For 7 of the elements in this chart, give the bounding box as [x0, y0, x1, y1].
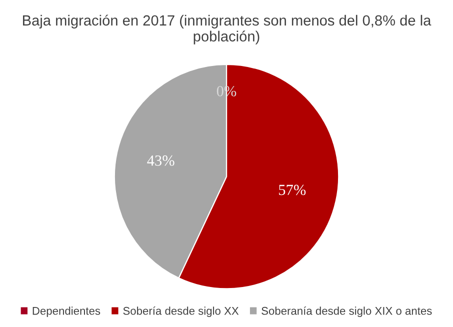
text: 0%	[216, 86, 236, 96]
data-label: 57%	[279, 184, 306, 196]
legend-label: Dependientes	[32, 306, 100, 317]
legend-label: Sobería desde siglo XX	[123, 306, 239, 317]
data-label: 43%	[147, 155, 174, 166]
chart-title: Baja migración en 2017 (inmigrantes son menos del 0,8% de la población)	[23, 14, 432, 44]
legend-label: Soberanía desde siglo XIX o antes	[262, 306, 432, 317]
